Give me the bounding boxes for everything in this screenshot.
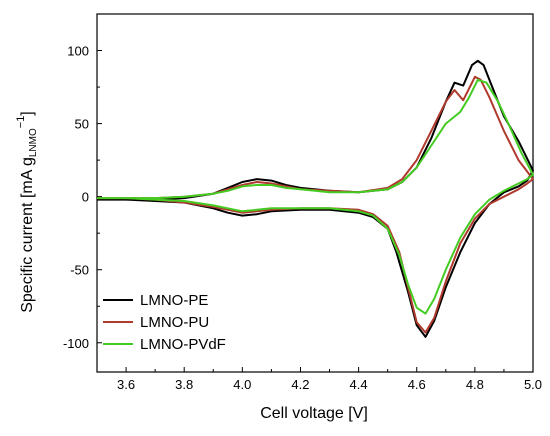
x-tick-label: 4.2 — [291, 377, 309, 392]
y-tick-label: -50 — [70, 263, 89, 278]
x-tick-label: 5.0 — [524, 377, 542, 392]
y-axis-label-close: ] — [19, 111, 36, 115]
y-tick-label: 0 — [82, 190, 89, 205]
series-line-lmno-pe — [97, 59, 534, 338]
legend-label: LMNO-PU — [140, 314, 209, 331]
y-tick-label: -100 — [63, 336, 89, 351]
legend-label: LMNO-PVdF — [140, 336, 226, 353]
y-axis-label-subscript: LNMO — [28, 128, 39, 157]
x-tick-label: 4.8 — [466, 377, 484, 392]
x-axis: 3.6 3.8 4.0 4.2 4.4 4.6 4.8 5.0 — [96, 367, 542, 392]
legend: LMNO-PE LMNO-PU LMNO-PVdF — [103, 292, 226, 353]
x-tick-label: 3.8 — [175, 377, 193, 392]
x-tick-label: 4.4 — [350, 377, 368, 392]
legend-label: LMNO-PE — [140, 292, 208, 309]
x-tick-label: 4.0 — [233, 377, 251, 392]
plot-border — [96, 13, 534, 373]
series-line-lmno-pvdf — [97, 78, 534, 315]
y-axis-label-superscript: −1 — [15, 116, 27, 129]
y-tick-label: 100 — [67, 44, 89, 59]
x-tick-label: 4.6 — [408, 377, 426, 392]
series-layer — [97, 59, 534, 338]
y-axis: 100 50 0 -50 -100 — [63, 44, 102, 351]
y-axis-label: Specific current [mA gLNMO−1] — [15, 111, 39, 313]
y-tick-label: 50 — [75, 117, 89, 132]
plot-frame — [96, 13, 534, 373]
y-axis-label-main: Specific current [mA g — [19, 157, 36, 313]
x-axis-label: Cell voltage [V] — [260, 405, 368, 422]
x-tick-label: 3.6 — [117, 377, 135, 392]
